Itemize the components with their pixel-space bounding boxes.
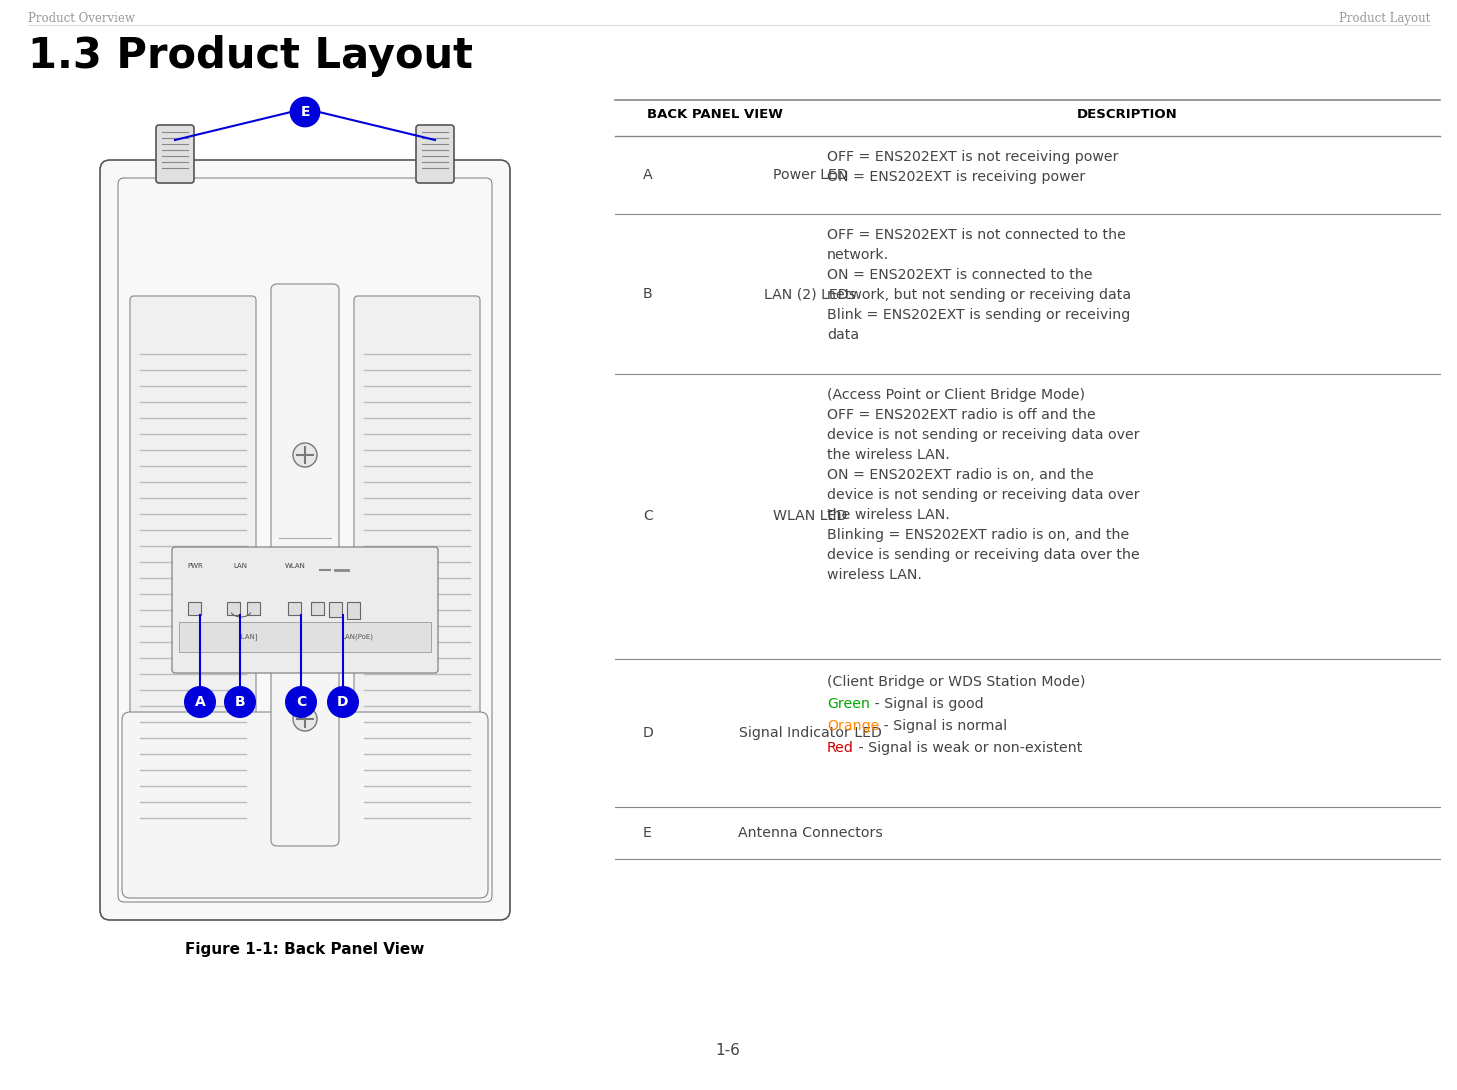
Text: B: B	[235, 695, 245, 708]
Text: D: D	[337, 695, 348, 708]
Bar	[179, 622, 431, 652]
FancyBboxPatch shape	[271, 284, 339, 846]
Bar	[288, 602, 302, 615]
Text: Orange: Orange	[828, 719, 880, 732]
Text: (Access Point or Client Bridge Mode)
OFF = ENS202EXT radio is off and the
device: (Access Point or Client Bridge Mode) OFF…	[828, 388, 1139, 582]
Text: - Signal is good: - Signal is good	[870, 697, 983, 711]
Circle shape	[326, 686, 358, 718]
Text: DESCRIPTION: DESCRIPTION	[1077, 108, 1177, 121]
Text: Product Overview: Product Overview	[28, 12, 136, 25]
Bar	[188, 602, 201, 615]
Text: (Client Bridge or WDS Station Mode): (Client Bridge or WDS Station Mode)	[828, 675, 1085, 689]
FancyBboxPatch shape	[172, 547, 439, 673]
Text: Product Layout: Product Layout	[1339, 12, 1429, 25]
Text: Power LED: Power LED	[772, 168, 848, 182]
Text: WLAN LED: WLAN LED	[772, 509, 847, 523]
Text: OFF = ENS202EXT is not receiving power
ON = ENS202EXT is receiving power: OFF = ENS202EXT is not receiving power O…	[828, 150, 1119, 184]
Text: A: A	[195, 695, 205, 708]
Text: OFF = ENS202EXT is not connected to the
network.
ON = ENS202EXT is connected to : OFF = ENS202EXT is not connected to the …	[828, 228, 1131, 342]
Text: Signal Indicator LED: Signal Indicator LED	[739, 726, 881, 740]
FancyBboxPatch shape	[417, 125, 455, 183]
Circle shape	[184, 686, 216, 718]
Text: - Signal is normal: - Signal is normal	[880, 719, 1007, 732]
Text: D: D	[643, 726, 654, 740]
Text: PWR: PWR	[186, 564, 203, 569]
Text: E: E	[300, 105, 310, 119]
Text: C: C	[296, 695, 306, 708]
Text: [LAN]: [LAN]	[237, 633, 258, 640]
Text: E: E	[643, 826, 651, 840]
Text: Figure 1-1: Back Panel View: Figure 1-1: Back Panel View	[185, 942, 424, 957]
Bar	[310, 602, 323, 615]
FancyBboxPatch shape	[122, 712, 488, 898]
Text: 1.3 Product Layout: 1.3 Product Layout	[28, 35, 474, 77]
Text: Antenna Connectors: Antenna Connectors	[737, 826, 883, 840]
Text: A: A	[643, 168, 653, 182]
Circle shape	[293, 707, 318, 731]
Text: 1-6: 1-6	[715, 1043, 740, 1058]
Bar	[329, 602, 342, 617]
FancyBboxPatch shape	[156, 125, 194, 183]
Circle shape	[286, 686, 318, 718]
Bar	[227, 602, 240, 615]
Circle shape	[291, 98, 319, 126]
Text: Red: Red	[828, 741, 854, 755]
Text: C: C	[643, 509, 653, 523]
Bar	[347, 602, 360, 619]
Text: BACK PANEL VIEW: BACK PANEL VIEW	[647, 108, 782, 121]
Text: B: B	[643, 287, 653, 301]
Circle shape	[224, 686, 256, 718]
FancyBboxPatch shape	[354, 296, 479, 834]
Bar	[248, 602, 259, 615]
FancyBboxPatch shape	[101, 160, 510, 920]
Text: LAN: LAN	[233, 564, 248, 569]
Text: WLAN: WLAN	[284, 564, 306, 569]
Circle shape	[293, 443, 318, 467]
FancyBboxPatch shape	[130, 296, 256, 834]
Text: LAN(PoE): LAN(PoE)	[341, 633, 373, 640]
Text: LAN (2) LEDs: LAN (2) LEDs	[763, 287, 857, 301]
Text: Green: Green	[828, 697, 870, 711]
Text: - Signal is weak or non-existent: - Signal is weak or non-existent	[854, 741, 1083, 755]
